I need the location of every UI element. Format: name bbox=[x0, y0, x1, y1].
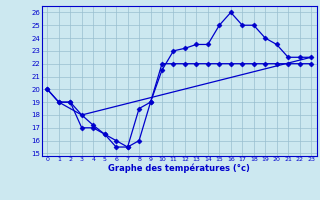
X-axis label: Graphe des températures (°c): Graphe des températures (°c) bbox=[108, 164, 250, 173]
